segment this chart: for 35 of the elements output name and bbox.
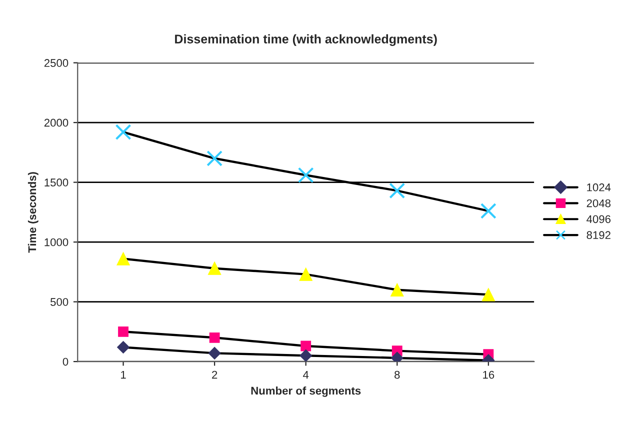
y-tick-label: 500: [50, 298, 68, 306]
point: [300, 340, 312, 352]
point: [206, 150, 223, 166]
point: [300, 349, 312, 362]
point: [390, 283, 404, 296]
point: [480, 202, 496, 219]
x-tick-label: 1: [121, 370, 126, 379]
legend-label: 2048: [586, 199, 611, 208]
point: [208, 346, 221, 360]
legend-label: 4096: [586, 215, 611, 224]
point: [208, 262, 222, 275]
y-tick-label: 2500: [44, 59, 68, 67]
x-axis-title: Number of segments: [251, 386, 361, 397]
chart-title: Dissemination time (with acknowledgments): [175, 34, 437, 46]
y-tick-label: 1000: [44, 238, 68, 246]
point: [118, 326, 128, 337]
y-tick-label: 1500: [44, 178, 68, 186]
y-axis-title: Time (seconds): [28, 172, 38, 253]
point: [389, 182, 406, 199]
point: [298, 167, 314, 184]
point: [209, 332, 220, 343]
x-tick-label: 4: [303, 370, 309, 379]
y-tick-label: 2000: [44, 118, 68, 127]
legend-label: 1024: [587, 183, 611, 192]
point: [482, 288, 496, 302]
x-tick-label: 8: [394, 370, 400, 379]
x-tick-label: 2: [212, 370, 218, 379]
legend-label: 8192: [586, 231, 610, 240]
point: [390, 352, 404, 362]
point: [299, 268, 312, 281]
y-tick-label: 0: [62, 358, 68, 366]
point: [116, 252, 130, 266]
point: [115, 124, 132, 140]
x-tick-label: 16: [483, 370, 494, 379]
point: [117, 340, 130, 354]
